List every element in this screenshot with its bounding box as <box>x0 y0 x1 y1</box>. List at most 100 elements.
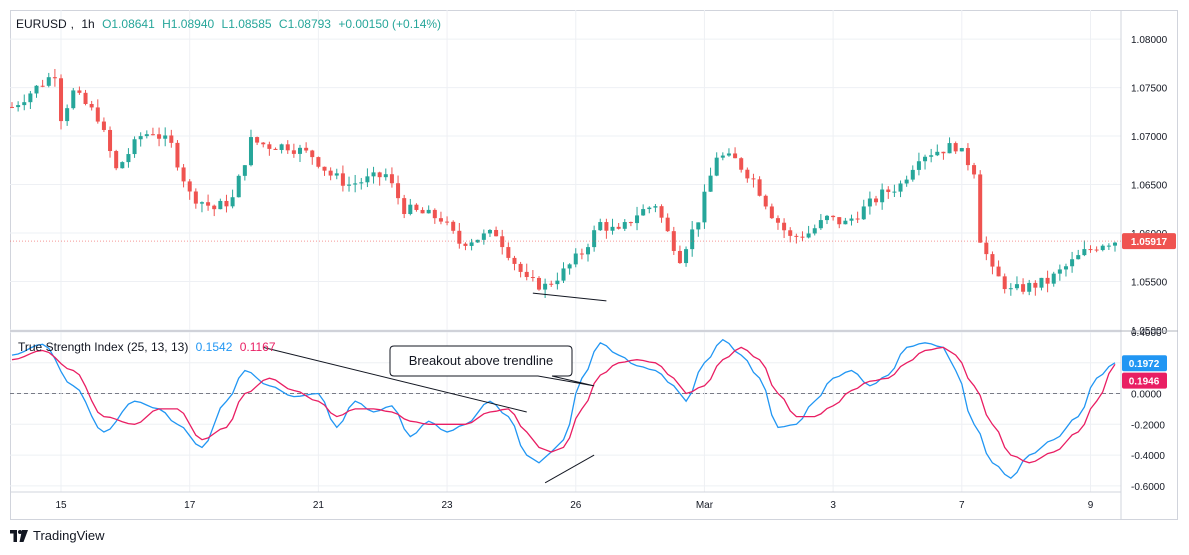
candle-body <box>635 215 640 224</box>
indicator-legend: True Strength Index (25, 13, 13) 0.1542 … <box>18 340 280 354</box>
candle-body <box>978 174 983 243</box>
brand-name: TradingView <box>33 528 105 543</box>
tsi-tick-label: -0.6000 <box>1131 482 1165 493</box>
candle-body <box>935 151 940 156</box>
tsi-ascending-trendline <box>544 454 595 484</box>
candle-body <box>10 106 15 108</box>
candle-body <box>248 137 253 166</box>
candle-body <box>953 143 958 152</box>
candle-body <box>150 134 155 136</box>
candle-body <box>1063 266 1068 270</box>
candle-body <box>990 254 995 267</box>
candle-body <box>806 233 811 238</box>
candle-body <box>322 166 327 171</box>
candle-body <box>1070 259 1075 267</box>
tsi-tick-label: 0.0000 <box>1131 390 1162 401</box>
candle-body <box>138 136 143 140</box>
candle-body <box>1100 245 1105 251</box>
candle-body <box>420 209 425 214</box>
candle-body <box>592 230 597 248</box>
candle-body <box>89 103 94 108</box>
candle-body <box>101 121 106 130</box>
candle-body <box>193 191 198 204</box>
candle-body <box>120 162 125 169</box>
candle-body <box>818 220 823 229</box>
tsi-value-badge <box>1122 355 1167 372</box>
candle-body <box>965 148 970 166</box>
candle-body <box>1082 249 1087 256</box>
candle-body <box>353 183 358 185</box>
candle-body <box>396 183 401 199</box>
candle-body <box>745 169 750 179</box>
candle-body <box>487 229 492 234</box>
candle-body <box>34 85 39 94</box>
candle-body <box>157 134 162 139</box>
time-tick-label: 15 <box>55 500 67 511</box>
price-tick-label: 1.05500 <box>1131 278 1168 289</box>
tsi-line <box>11 338 1116 480</box>
candle-body <box>175 142 180 168</box>
candle-body <box>579 253 584 255</box>
candle-body <box>95 107 100 122</box>
price-tick-label: 1.08000 <box>1131 35 1168 46</box>
candle-body <box>65 108 70 122</box>
candle-body <box>445 221 450 223</box>
candle-body <box>144 134 149 137</box>
candle-body <box>224 200 229 207</box>
candle-body <box>371 172 376 177</box>
candle-body <box>1002 276 1007 290</box>
candle-body <box>255 137 260 143</box>
candle-body <box>1057 269 1062 274</box>
candle-body <box>763 195 768 207</box>
candle-body <box>40 85 45 87</box>
candle-body <box>46 77 51 86</box>
signal-value-badge <box>1122 372 1167 389</box>
high-value: H1.08940 <box>162 17 215 31</box>
candle-body <box>524 271 529 278</box>
tradingview-logo-icon <box>10 529 28 542</box>
candle-body <box>775 218 780 223</box>
tsi-tick-label: -0.2000 <box>1131 420 1165 431</box>
tsi-tick-label: 0.4000 <box>1131 328 1162 339</box>
tsi-descending-trendline <box>263 346 527 413</box>
candle-body <box>328 170 333 176</box>
candle-body <box>402 198 407 215</box>
candle-body <box>898 183 903 192</box>
chart-frame[interactable] <box>10 10 1178 520</box>
candle-body <box>1094 249 1099 251</box>
close-value: C1.08793 <box>278 17 331 31</box>
candle-body <box>996 266 1001 277</box>
candle-body <box>984 242 989 255</box>
candle-body <box>959 148 964 152</box>
candle-body <box>1112 242 1118 246</box>
indicator-name: True Strength Index (25, 13, 13) <box>18 340 189 354</box>
candle-body <box>843 220 848 225</box>
candle-body <box>628 222 633 224</box>
price-tick-label: 1.06500 <box>1131 181 1168 192</box>
candle-body <box>340 173 345 186</box>
candle-body <box>310 150 315 158</box>
candle-body <box>616 226 621 229</box>
candle-body <box>641 209 646 216</box>
candle-body <box>659 206 664 218</box>
candle-body <box>647 207 652 210</box>
signal-value: 0.1167 <box>239 340 276 354</box>
candle-body <box>573 253 578 265</box>
candle-body <box>451 221 456 231</box>
candle-body <box>279 144 284 150</box>
candle-body <box>163 135 168 139</box>
footer: TradingView <box>10 528 105 543</box>
change-value: +0.00150 (+0.14%) <box>338 17 442 31</box>
candle-body <box>923 156 928 162</box>
candle-body <box>874 198 879 203</box>
candle-body <box>1045 277 1050 284</box>
candle-body <box>28 93 33 103</box>
tsi-value: 0.1542 <box>195 340 233 354</box>
candle-body <box>126 154 131 163</box>
candle-body <box>432 209 437 219</box>
candle-body <box>469 242 474 246</box>
candle-body <box>285 144 290 151</box>
candle-body <box>242 165 247 176</box>
candle-body <box>892 191 897 193</box>
